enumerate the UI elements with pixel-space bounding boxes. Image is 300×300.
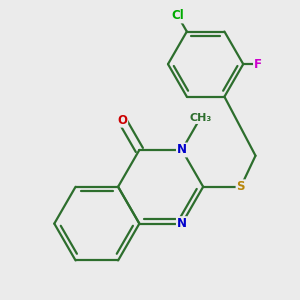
Text: N: N	[177, 217, 187, 230]
Text: F: F	[254, 58, 262, 70]
Text: CH₃: CH₃	[189, 113, 212, 123]
Text: S: S	[236, 180, 245, 193]
Text: Cl: Cl	[171, 10, 184, 22]
Text: O: O	[117, 114, 127, 127]
Text: N: N	[177, 143, 187, 156]
